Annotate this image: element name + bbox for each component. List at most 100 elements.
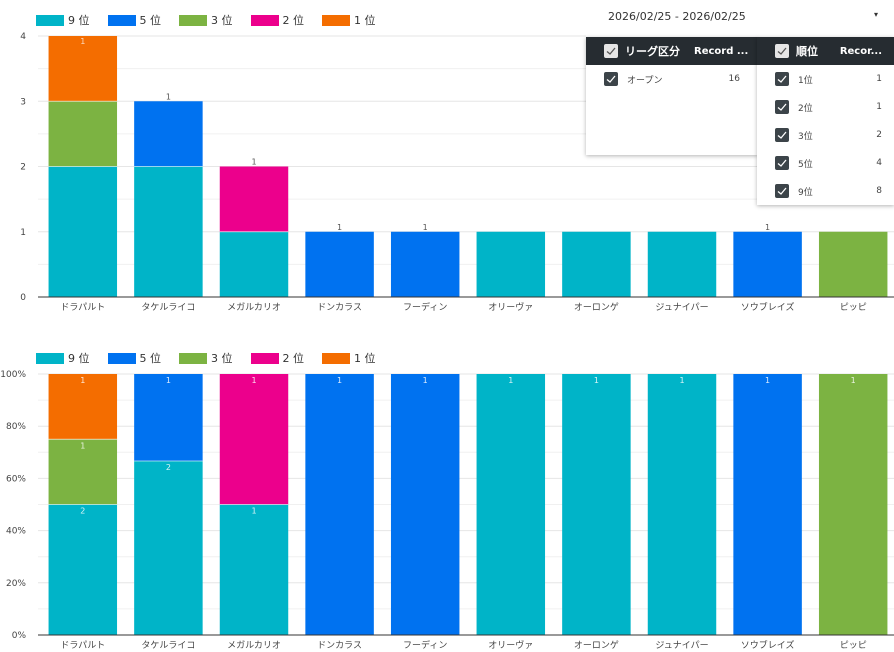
x-tick-label: フーディン (403, 301, 447, 313)
legend-label: 1 位 (354, 352, 376, 365)
x-tick-label: メガルカリオ (227, 640, 281, 651)
bar-segment[interactable] (48, 374, 118, 440)
bar-segment[interactable] (305, 374, 374, 635)
row-count: 8 (876, 186, 882, 196)
bar-segment[interactable] (219, 374, 289, 505)
select-all-checkbox[interactable] (604, 44, 618, 58)
rank-filter-header: 順位 Recor... (757, 37, 894, 65)
row-checkbox[interactable] (775, 184, 789, 198)
check-icon (606, 75, 616, 83)
row-count: 1 (876, 102, 882, 112)
data-label: 1 (508, 376, 513, 385)
y-tick-label: 100% (0, 370, 26, 380)
metric-header[interactable]: Record ... (694, 45, 749, 57)
y-tick-label: 4 (20, 32, 26, 42)
legend-item[interactable]: 2 位 (250, 12, 304, 28)
bar-segment[interactable] (733, 231, 802, 297)
x-tick-label: ドラパルト (60, 302, 105, 313)
data-label: 2 (166, 463, 171, 472)
legend-item[interactable]: 5 位 (107, 12, 161, 28)
row-checkbox[interactable] (775, 72, 789, 86)
legend-label: 2 位 (282, 352, 305, 365)
check-icon (777, 103, 787, 111)
caret-down-icon[interactable]: ▾ (873, 10, 878, 19)
x-tick-label: オリーヴァ (488, 639, 533, 651)
date-range-control[interactable]: 2026/02/25 - 2026/02/25 ▾ (586, 0, 894, 37)
filter-row[interactable]: オープン 16 (586, 65, 758, 93)
dimension-header[interactable]: 順位 (796, 45, 818, 58)
metric-header[interactable]: Recor... (839, 45, 882, 57)
chart-legend: 9 位 5 位 3 位 2 位 1 位 (36, 12, 376, 28)
bar-segment[interactable] (48, 439, 118, 505)
filter-row[interactable]: 5位 4 (757, 149, 894, 177)
bar-segment[interactable] (647, 374, 717, 635)
data-label: 1 (80, 37, 85, 46)
bar-segment[interactable] (305, 231, 374, 297)
bar-segment[interactable] (134, 101, 203, 167)
row-checkbox[interactable] (775, 156, 789, 170)
legend-swatch (179, 352, 207, 364)
bar-segment[interactable] (476, 374, 546, 635)
legend-item[interactable]: 1 位 (322, 350, 376, 366)
stacked-count-chart-svg: 01234211ドラパルト21タケルライコ11メガルカリオ1ドンカラス1フーディ… (20, 32, 894, 313)
filter-row[interactable]: 2位 1 (757, 93, 894, 121)
legend-item[interactable]: 1 位 (322, 12, 376, 28)
legend-item[interactable]: 2 位 (250, 350, 305, 366)
data-label: 1 (166, 376, 171, 385)
data-label: 1 (765, 223, 770, 232)
bar-segment[interactable] (219, 231, 289, 297)
y-tick-label: 0% (12, 631, 27, 641)
x-tick-label: タケルライコ (141, 640, 195, 651)
legend-swatch (36, 14, 64, 26)
filter-row[interactable]: 3位 2 (757, 121, 894, 149)
bar-segment[interactable] (48, 504, 118, 636)
legend-item[interactable]: 9 位 (36, 350, 90, 366)
bar-segment[interactable] (48, 166, 118, 298)
dimension-header[interactable]: リーグ区分 (625, 45, 680, 58)
bar-segment[interactable] (818, 231, 888, 297)
legend-item[interactable]: 5 位 (107, 350, 161, 366)
chart-legend: 9 位 5 位 3 位 2 位 1 位 (36, 350, 376, 366)
y-tick-label: 2 (20, 163, 26, 173)
bar-segment[interactable] (134, 374, 203, 461)
bar-segment[interactable] (134, 461, 203, 635)
select-all-checkbox[interactable] (775, 44, 789, 58)
bar-segment[interactable] (219, 504, 289, 636)
legend-label: 1 位 (354, 14, 376, 27)
rank-filter-panel: 順位 Recor... 1位 1 2位 1 3位 2 5位 4 9位 8 (757, 37, 894, 205)
bar-segment[interactable] (390, 231, 460, 297)
bar-segment[interactable] (390, 374, 460, 635)
data-label: 1 (679, 376, 684, 385)
league-filter-header: リーグ区分 Record ... (586, 37, 758, 65)
legend-label: 3 位 (211, 14, 233, 27)
row-checkbox[interactable] (775, 100, 789, 114)
data-label: 1 (851, 376, 856, 385)
bar-segment[interactable] (818, 374, 888, 635)
bar-segment[interactable] (476, 231, 546, 297)
filter-row[interactable]: 1位 1 (757, 65, 894, 93)
data-label: 1 (337, 223, 342, 232)
data-label: 1 (251, 507, 256, 516)
legend-swatch (107, 14, 136, 26)
filter-row[interactable]: 9位 8 (757, 177, 894, 205)
bar-segment[interactable] (219, 166, 289, 232)
legend-swatch (107, 352, 136, 364)
data-label: 1 (337, 376, 342, 385)
stacked-percent-chart-svg: 0% 20% 40% 60% 80% 100% 2 1 1 ドラパルト 2 1 タケルライコ 1 1 メガルカ… (0, 370, 894, 651)
legend-item[interactable]: 3 位 (179, 350, 233, 366)
row-count: 2 (876, 130, 882, 140)
bar-segment[interactable] (562, 231, 631, 297)
bar-segment[interactable] (733, 374, 802, 635)
row-checkbox[interactable] (604, 72, 618, 86)
bar-segment[interactable] (48, 36, 118, 102)
data-label: 1 (80, 441, 85, 450)
bar-segment[interactable] (134, 166, 203, 298)
bar-segment[interactable] (48, 101, 118, 167)
legend-item[interactable]: 9 位 (36, 12, 90, 28)
row-checkbox[interactable] (775, 128, 789, 142)
legend-item[interactable]: 3 位 (179, 12, 233, 28)
bar-segment[interactable] (562, 374, 631, 635)
x-tick-label: オーロンゲ (574, 639, 619, 651)
bar-segment[interactable] (647, 231, 717, 297)
y-tick-label: 40% (6, 527, 26, 537)
